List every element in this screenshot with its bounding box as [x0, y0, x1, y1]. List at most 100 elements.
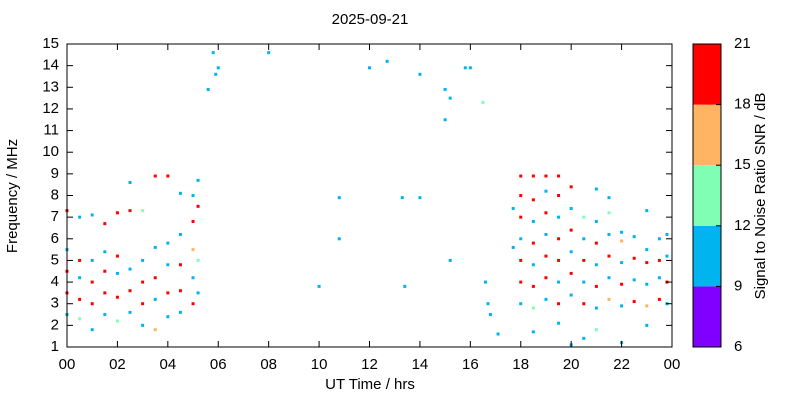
data-point [632, 278, 636, 282]
data-point [103, 250, 107, 254]
data-point [594, 328, 598, 332]
x-tick-label: 08 [260, 356, 277, 373]
data-point [594, 306, 598, 310]
y-tick-label: 6 [51, 230, 59, 247]
data-point [620, 304, 624, 308]
x-tick-label: 00 [664, 356, 681, 373]
y-tick-label: 14 [42, 57, 59, 74]
data-point [463, 66, 467, 70]
data-point [489, 313, 492, 317]
data-point [557, 302, 561, 306]
data-point [620, 230, 624, 234]
data-point [531, 174, 535, 178]
x-tick-label: 06 [210, 356, 227, 373]
colorbar-swatch [693, 44, 721, 105]
data-point [90, 302, 94, 306]
data-point [657, 276, 661, 280]
data-point [267, 51, 271, 55]
data-point [196, 291, 200, 295]
data-point [645, 282, 649, 286]
x-tick-label: 04 [159, 356, 176, 373]
data-point [620, 261, 624, 265]
data-point [103, 313, 107, 317]
data-point [153, 328, 157, 332]
data-point [103, 291, 107, 295]
data-point [544, 174, 548, 178]
data-point [337, 237, 341, 241]
data-point [141, 323, 145, 327]
data-point [544, 211, 548, 215]
data-point [557, 321, 561, 325]
colorbar-tick-label: 15 [734, 156, 751, 173]
data-point [657, 237, 661, 241]
y-tick-label: 13 [42, 78, 59, 95]
data-point [544, 189, 548, 193]
colorbar-tick-label: 18 [734, 96, 751, 113]
data-point [385, 59, 389, 63]
data-point [519, 194, 523, 197]
data-point [141, 280, 145, 284]
y-tick-label: 4 [51, 273, 59, 290]
colorbar-label: Signal to Noise Ratio SNR / dB [752, 93, 769, 300]
data-point [166, 263, 170, 267]
y-axis-label: Frequency / MHz [4, 139, 21, 253]
data-point [418, 196, 422, 200]
data-point [531, 330, 535, 334]
data-point [582, 302, 586, 306]
data-point [511, 245, 515, 249]
data-point [317, 284, 321, 288]
data-point [418, 72, 422, 76]
data-point [196, 178, 200, 182]
data-point [519, 258, 523, 262]
x-tick-label: 16 [462, 356, 479, 373]
data-point [544, 254, 548, 258]
data-point [531, 306, 535, 310]
y-tick-label: 3 [51, 295, 59, 312]
data-point [128, 289, 132, 293]
colorbar-swatch [693, 286, 721, 347]
data-point [519, 302, 523, 306]
y-tick-label: 1 [51, 338, 59, 355]
data-point [657, 258, 661, 262]
data-point [632, 300, 636, 304]
data-point [178, 263, 182, 267]
data-point [90, 213, 94, 217]
data-point [557, 237, 561, 241]
data-point [544, 276, 548, 280]
data-point [531, 219, 535, 223]
data-point [468, 66, 472, 70]
data-point [594, 263, 598, 267]
y-tick-label: 12 [42, 100, 59, 117]
data-point [115, 271, 119, 275]
data-point [607, 254, 611, 258]
data-point [645, 248, 649, 252]
data-point [166, 315, 170, 319]
data-point [569, 250, 573, 254]
data-point [153, 297, 157, 301]
data-point [153, 174, 157, 178]
data-point [511, 206, 515, 210]
data-point [557, 258, 561, 262]
y-tick-label: 11 [43, 122, 59, 139]
data-point [645, 323, 649, 327]
data-point [519, 174, 523, 178]
data-point [78, 258, 82, 262]
data-point [178, 232, 182, 236]
data-point [128, 310, 132, 314]
data-point [544, 232, 548, 236]
data-point [211, 51, 215, 55]
x-tick-label: 18 [512, 356, 529, 373]
data-point [594, 219, 598, 223]
data-point [78, 297, 82, 301]
data-point [103, 269, 107, 273]
data-point [607, 232, 611, 236]
data-point [178, 289, 182, 293]
chart-title: 2025-09-21 [332, 11, 409, 28]
data-point [153, 245, 157, 249]
x-tick-label: 14 [412, 356, 429, 373]
data-point [115, 254, 119, 258]
colorbar-swatch [693, 165, 721, 226]
data-point [178, 310, 182, 314]
data-point [519, 237, 523, 241]
data-point [569, 293, 573, 297]
